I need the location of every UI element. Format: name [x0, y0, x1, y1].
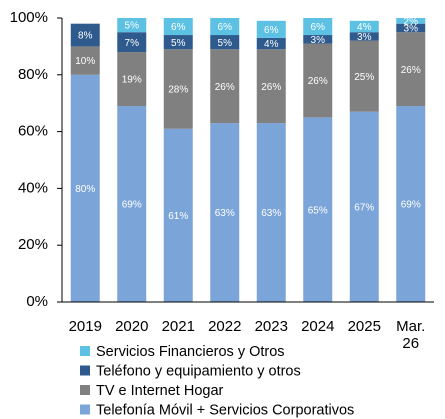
bar-segment: [210, 49, 240, 124]
bar-segment: [349, 40, 379, 112]
data-label: 4%: [264, 39, 279, 50]
bar-segment: [349, 32, 379, 41]
x-tick-label: 2019: [68, 318, 102, 335]
legend-swatch: [80, 385, 90, 395]
bar-segment: [256, 49, 286, 124]
x-tick-label: 2022: [208, 318, 242, 335]
bar-segment: [70, 23, 100, 47]
bar-segment: [256, 123, 286, 302]
data-label: 5%: [218, 38, 233, 49]
legend-swatch: [80, 365, 90, 376]
legend-label: Telefonía Móvil + Servicios Corporativos: [96, 402, 354, 418]
y-tick-label: 0%: [26, 293, 48, 310]
data-label: 63%: [261, 208, 281, 219]
x-tick-label: Mar. 26: [396, 318, 426, 352]
y-tick-label: 80%: [18, 66, 48, 83]
data-label: 6%: [171, 22, 186, 33]
legend-label: TV e Internet Hogar: [96, 383, 224, 399]
bar-segment: [303, 35, 333, 44]
data-label: 67%: [354, 203, 374, 214]
y-tick-label: 60%: [18, 123, 48, 140]
x-tick-label: 2023: [254, 318, 288, 335]
bar-segment: [349, 20, 379, 33]
data-label: 3%: [311, 35, 326, 46]
data-label: 3%: [404, 24, 419, 35]
bar-segment: [163, 18, 193, 36]
data-label: 6%: [264, 25, 279, 36]
x-tick-label: 2021: [161, 318, 195, 335]
bar-segment: [210, 35, 240, 50]
data-label: 69%: [122, 200, 142, 211]
data-label: 19%: [122, 75, 142, 86]
data-label: 61%: [168, 211, 188, 222]
data-label: 4%: [357, 22, 372, 33]
data-label: 26%: [261, 82, 281, 93]
bar-segment: [117, 52, 147, 107]
legend-swatch: [80, 346, 90, 356]
bar-segment: [210, 18, 240, 36]
bar-segment: [256, 20, 286, 38]
x-tick-label: 2025: [347, 318, 381, 335]
x-tick-label: 2024: [301, 318, 335, 335]
bar-segment: [70, 74, 100, 302]
bar-segment: [210, 123, 240, 302]
data-label: 26%: [215, 82, 235, 93]
data-label: 10%: [75, 56, 95, 67]
y-tick-label: 100%: [10, 9, 48, 26]
data-label: 7%: [125, 38, 140, 49]
data-label: 25%: [354, 72, 374, 83]
bar-segment: [70, 46, 100, 75]
bar-segment: [396, 106, 426, 302]
x-tick-label: 2020: [115, 318, 149, 335]
legend-swatch: [80, 404, 90, 415]
bar-segment: [117, 32, 147, 53]
legend-label: Teléfono y equipamiento y otros: [96, 363, 301, 379]
data-label: 6%: [311, 22, 326, 33]
data-label: 28%: [168, 85, 188, 96]
data-label: 65%: [308, 205, 328, 216]
bar-segment: [303, 18, 333, 36]
bar-segment: [303, 117, 333, 303]
data-label: 26%: [401, 65, 421, 76]
bar-segment: [256, 37, 286, 50]
bar-segment: [396, 32, 426, 107]
data-label: 2%: [404, 16, 419, 27]
bar-segment: [117, 106, 147, 302]
bar-segment: [396, 18, 426, 24]
bar-segment: [117, 18, 147, 33]
bar-segment: [303, 43, 333, 118]
data-label: 3%: [357, 32, 372, 43]
bar-segment: [396, 23, 426, 33]
bar-segment: [349, 111, 379, 302]
bar-segment: [163, 49, 193, 129]
data-label: 26%: [308, 76, 328, 87]
bar-segment: [163, 128, 193, 302]
data-label: 5%: [171, 38, 186, 49]
data-label: 8%: [78, 31, 93, 42]
data-label: 69%: [401, 200, 421, 211]
data-label: 5%: [125, 21, 140, 32]
y-tick-label: 20%: [18, 236, 48, 253]
legend-label: Servicios Financieros y Otros: [96, 344, 285, 360]
data-label: 80%: [75, 184, 95, 195]
y-tick-label: 40%: [18, 179, 48, 196]
data-label: 6%: [218, 22, 233, 33]
bar-segment: [163, 35, 193, 50]
data-label: 63%: [215, 208, 235, 219]
